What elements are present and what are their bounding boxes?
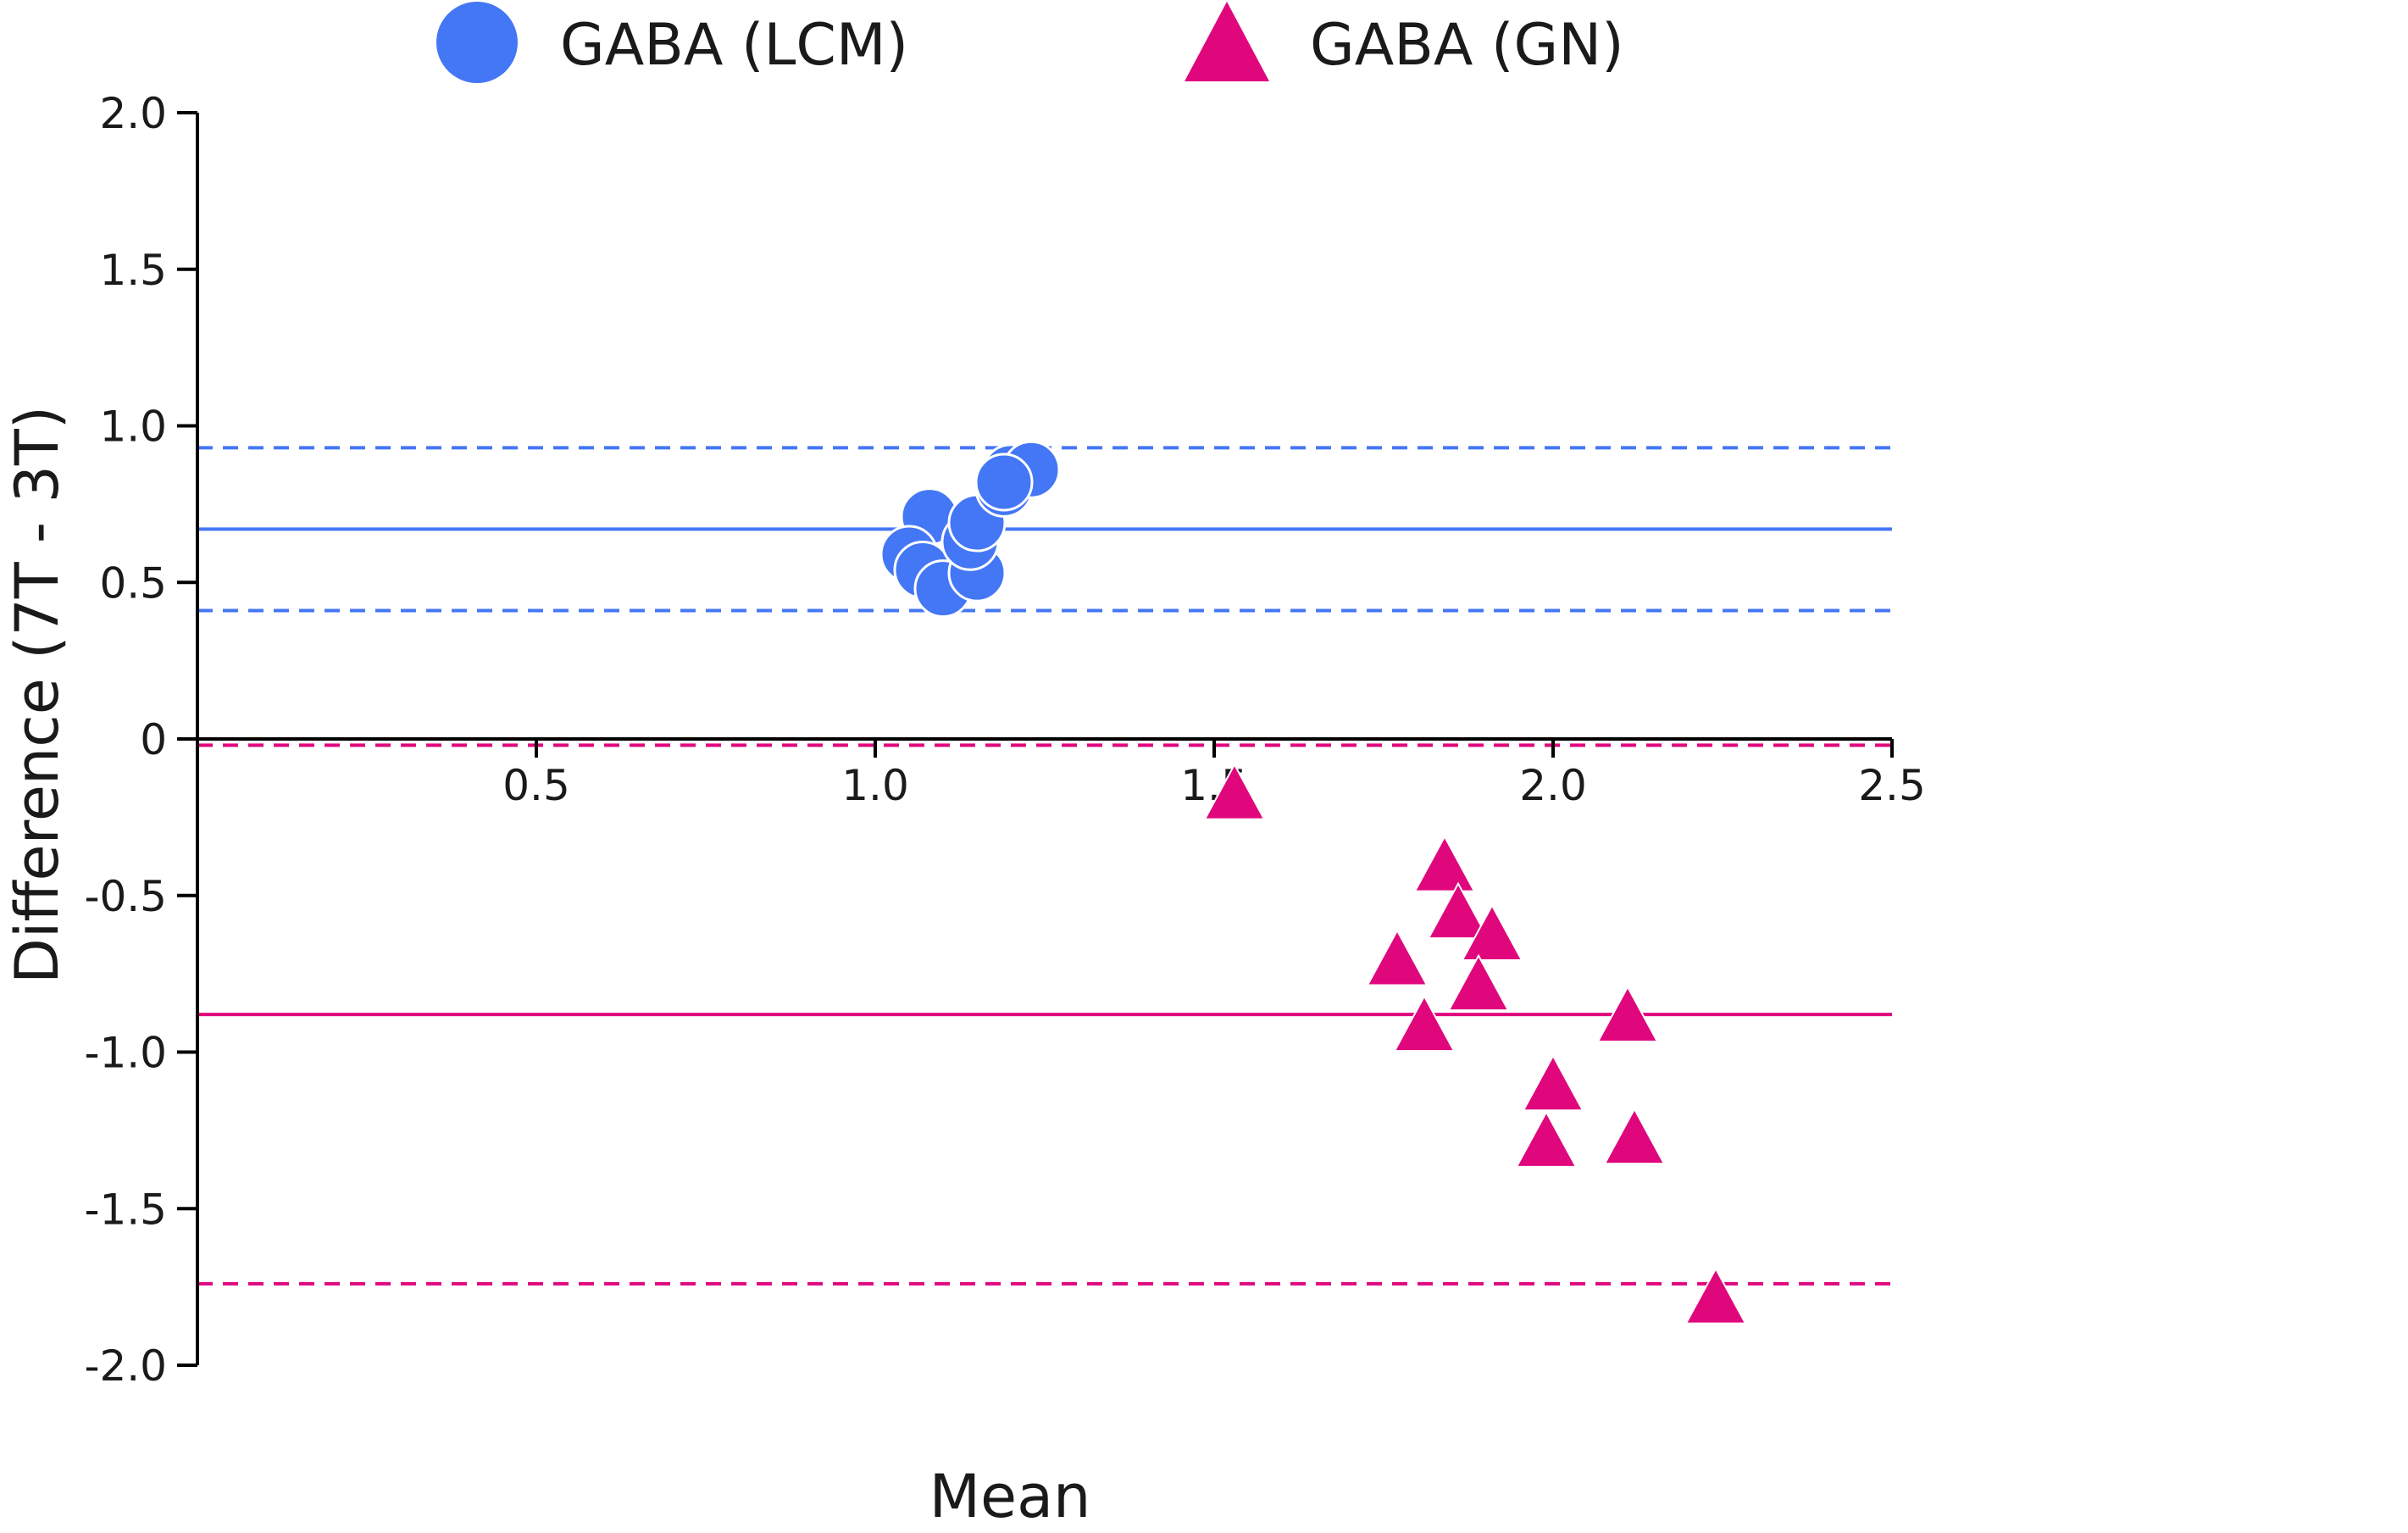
gn-data-point (1427, 881, 1490, 940)
x-tick-label: 2.5 (1858, 761, 1926, 810)
axes: 2.01.51.00.50-0.5-1.0-1.5-2.00.5 1.0 1.5 2.… (84, 89, 1925, 1391)
x-tick-label: 2.0 (1519, 761, 1587, 810)
y-tick-label: 0.5 (99, 558, 167, 608)
y-tick-label: -0.5 (84, 872, 167, 921)
gn-data-point (1447, 953, 1510, 1012)
gn-data-point (1515, 1110, 1578, 1168)
y-axis-title: Difference (7T - 3T) (3, 406, 72, 984)
y-tick-label: 1.0 (99, 403, 167, 452)
legend-label: GABA (GN) (1310, 12, 1624, 79)
y-tick-label: 0 (140, 715, 167, 764)
x-tick-label: 1.0 (841, 761, 909, 810)
y-tick-label: -2.0 (84, 1341, 167, 1391)
gn-data-point (1603, 1107, 1666, 1165)
x-tick-label: 0.5 (502, 761, 570, 810)
legend-label: GABA (LCM) (560, 12, 908, 79)
gn-data-point (1596, 985, 1659, 1043)
y-tick-label: -1.5 (84, 1185, 167, 1234)
gn-data-point (1413, 835, 1476, 892)
legend-triangle-icon (1185, 2, 1269, 81)
legend: GABA (LCM) GABA (GN) (436, 2, 1624, 83)
gn-data-point (1522, 1053, 1584, 1112)
gn-data-point (1203, 763, 1266, 820)
gn-data-point (1366, 929, 1429, 986)
legend-circle-icon (436, 2, 518, 83)
lcm-data-point (974, 453, 1034, 512)
gn-data-point (1684, 1267, 1747, 1325)
x-axis-title: Mean (929, 1462, 1091, 1529)
y-tick-label: -1.0 (84, 1029, 167, 1078)
y-tick-label: 2.0 (99, 89, 167, 138)
y-tick-label: 1.5 (99, 246, 167, 295)
gn-data-point (1393, 994, 1456, 1053)
gn-data-point (1461, 903, 1523, 961)
data-points (879, 440, 1747, 1325)
